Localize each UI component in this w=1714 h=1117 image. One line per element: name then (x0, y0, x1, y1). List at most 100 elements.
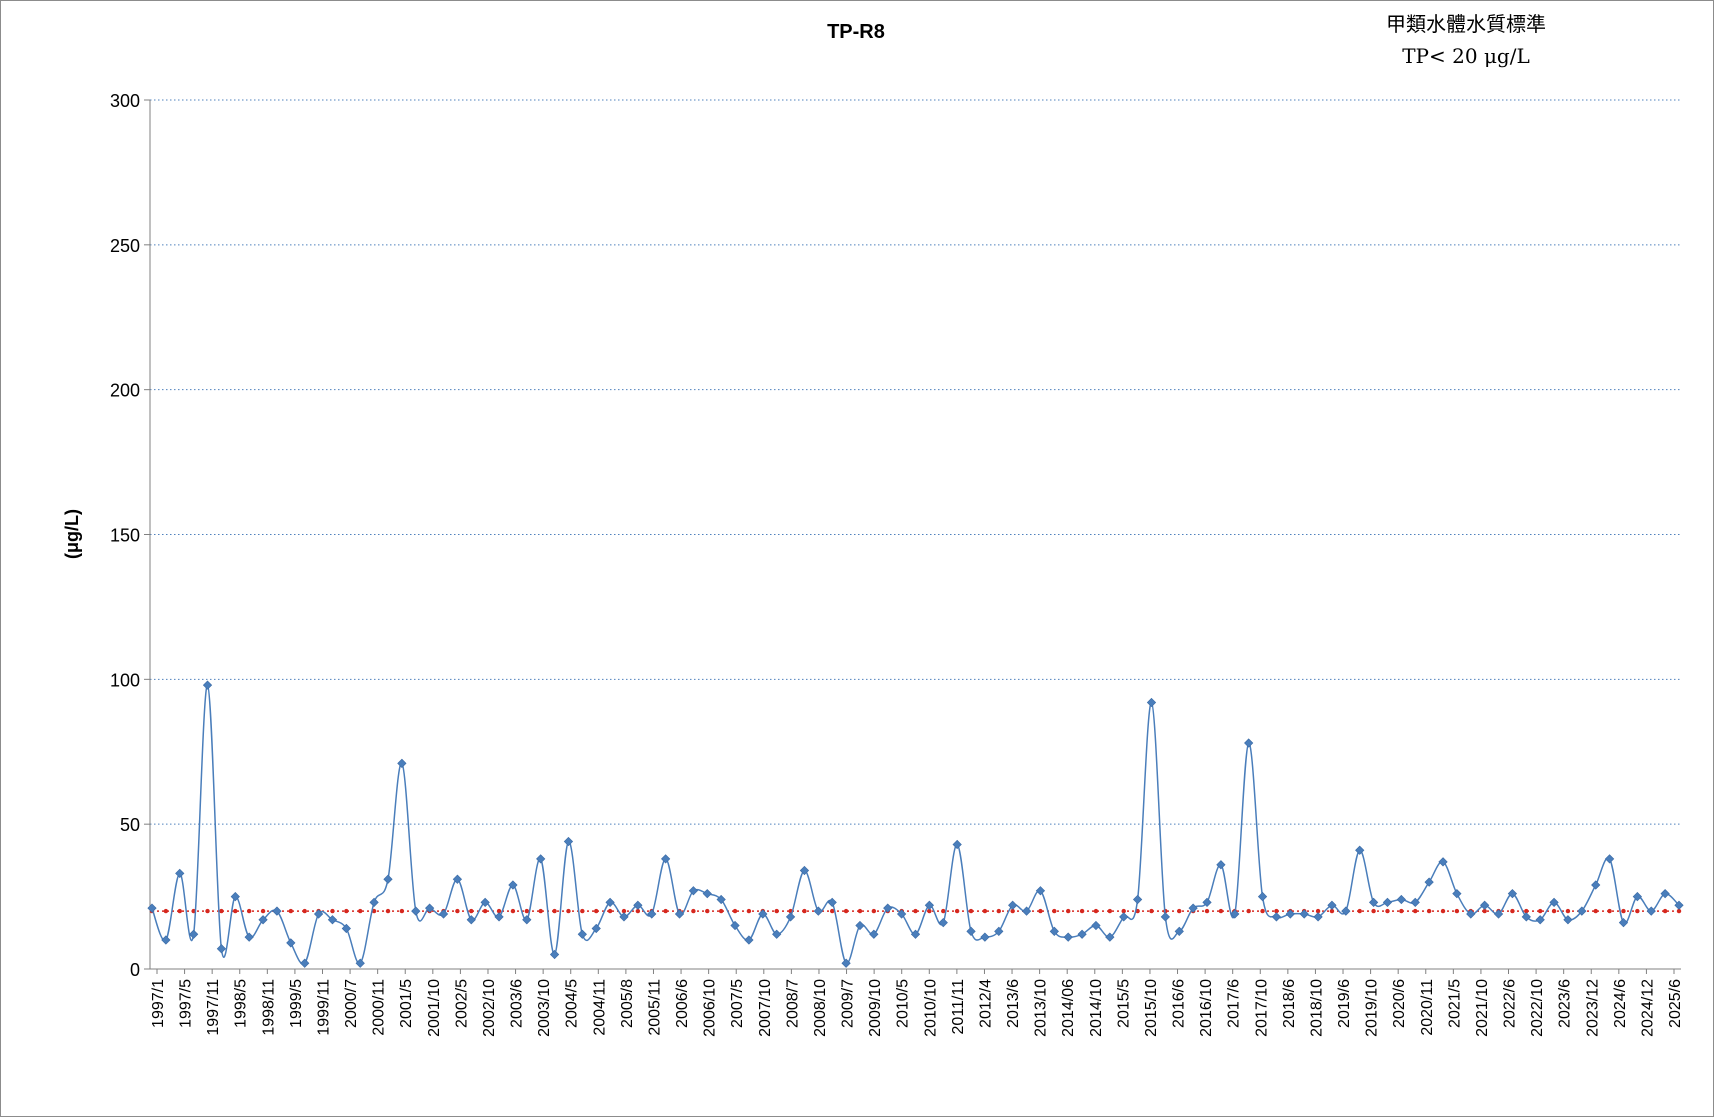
x-tick-label: 2009/7 (840, 979, 857, 1028)
x-tick-label: 2016/10 (1198, 979, 1215, 1037)
tp-data-point (1396, 894, 1406, 905)
tp-data-point (716, 894, 726, 905)
reference-marker (1371, 908, 1376, 914)
reference-marker (1274, 908, 1279, 914)
x-tick-label: 2020/11 (1419, 979, 1436, 1036)
tp-data-point (1271, 912, 1282, 922)
x-tick-label: 2021/10 (1474, 979, 1491, 1037)
tp-data-point (189, 929, 199, 939)
x-tick-label: 2023/12 (1584, 979, 1601, 1037)
x-tick-label: 2021/5 (1446, 979, 1463, 1028)
reference-marker (455, 908, 460, 914)
y-tick-label: 250 (110, 236, 140, 256)
reference-marker (288, 908, 294, 914)
reference-marker (913, 908, 918, 914)
y-tick-label: 300 (110, 91, 140, 111)
reference-marker (163, 908, 169, 914)
x-tick-label: 2015/10 (1143, 979, 1160, 1037)
reference-marker (1260, 908, 1265, 914)
x-tick-label: 2024/6 (1612, 979, 1629, 1028)
x-tick-label: 1998/11 (260, 979, 277, 1036)
reference-marker (1121, 908, 1126, 914)
tp-data-point (1049, 926, 1059, 936)
tp-data-point (619, 912, 629, 922)
reference-marker (233, 908, 238, 914)
x-tick-label: 2022/10 (1529, 979, 1546, 1037)
x-tick-labels: 1997/1 1997/5 1997/11 1998/5 1998/11 1999/5 19… (150, 979, 1684, 1037)
tp-data-point (799, 865, 810, 876)
tp-data-point (161, 935, 171, 945)
reference-marker (607, 908, 613, 914)
reference-marker (1676, 908, 1682, 914)
reference-marker (1329, 908, 1335, 914)
tp-data-point (1466, 909, 1476, 919)
tp-data-point (1202, 897, 1212, 908)
x-tick-label: 2003/6 (509, 979, 526, 1028)
x-tick-label: 2016/6 (1171, 979, 1188, 1028)
reference-marker (580, 908, 585, 914)
tp-data-point (1382, 897, 1393, 908)
tp-data-point (175, 868, 185, 879)
x-tick-label: 2004/5 (564, 979, 581, 1028)
x-tick-label: 2011/11 (950, 979, 967, 1035)
tp-data-point (994, 926, 1004, 936)
chart-title: TP-R8 (827, 21, 885, 43)
reference-marker (1385, 908, 1390, 914)
reference-marker (1204, 908, 1210, 914)
x-tick-label: 2018/10 (1308, 979, 1325, 1037)
tp-data-point (1105, 932, 1115, 942)
tp-data-point (647, 909, 657, 919)
reference-marker (496, 908, 502, 914)
tp-data-point (1174, 926, 1184, 936)
tp-data-point (1035, 886, 1046, 896)
tp-data-point (744, 935, 754, 945)
reference-marker (1218, 908, 1224, 914)
y-tick-label: 50 (120, 815, 140, 835)
reference-marker (1413, 908, 1418, 914)
tp-data-point (869, 929, 879, 939)
y-tick-label: 0 (130, 960, 140, 980)
x-tick-label: 2001/10 (426, 979, 443, 1037)
tp-data-point (466, 915, 476, 925)
tp-data-point (952, 839, 962, 850)
tp-series (147, 680, 1684, 968)
x-tick-label: 2003/10 (536, 979, 553, 1037)
x-tick-label: 2025/6 (1667, 979, 1684, 1028)
tp-data-point (1604, 854, 1615, 864)
reference-marker (1482, 908, 1487, 914)
tp-data-point (1521, 912, 1531, 922)
reference-marker (205, 908, 210, 914)
tp-data-point (355, 958, 365, 968)
tp-data-point (1618, 918, 1629, 928)
reference-marker (538, 908, 543, 914)
y-tick-label: 200 (110, 381, 140, 401)
reference-marker (1454, 908, 1460, 914)
tp-data-point (661, 854, 671, 864)
x-tick-label: 2017/10 (1253, 979, 1270, 1037)
tp-data-point (827, 897, 837, 908)
tp-data-point (910, 929, 921, 939)
reference-marker (482, 908, 488, 914)
reference-marker (1537, 908, 1543, 914)
x-tick-label: 2006/6 (674, 979, 691, 1028)
reference-marker (802, 908, 807, 914)
x-tick-label: 2009/10 (867, 979, 884, 1037)
tp-data-point (772, 929, 782, 939)
tp-data-point (1341, 906, 1351, 916)
tp-data-point (1257, 891, 1268, 902)
reference-marker (1246, 908, 1251, 914)
reference-marker (1177, 908, 1182, 914)
reference-marker (330, 908, 335, 914)
x-tick-label: 2023/6 (1557, 979, 1574, 1028)
reference-marker (996, 908, 1001, 914)
x-tick-label: 2020/6 (1391, 979, 1408, 1028)
tp-data-point (1230, 909, 1240, 919)
tp-series-line (151, 684, 1680, 965)
reference-marker (1399, 908, 1404, 914)
x-tick-label: 2010/5 (895, 979, 912, 1028)
tp-data-point (1077, 929, 1087, 939)
x-tick-label: 1997/5 (178, 979, 195, 1028)
tp-data-point (272, 906, 282, 916)
reference-marker (399, 908, 405, 914)
